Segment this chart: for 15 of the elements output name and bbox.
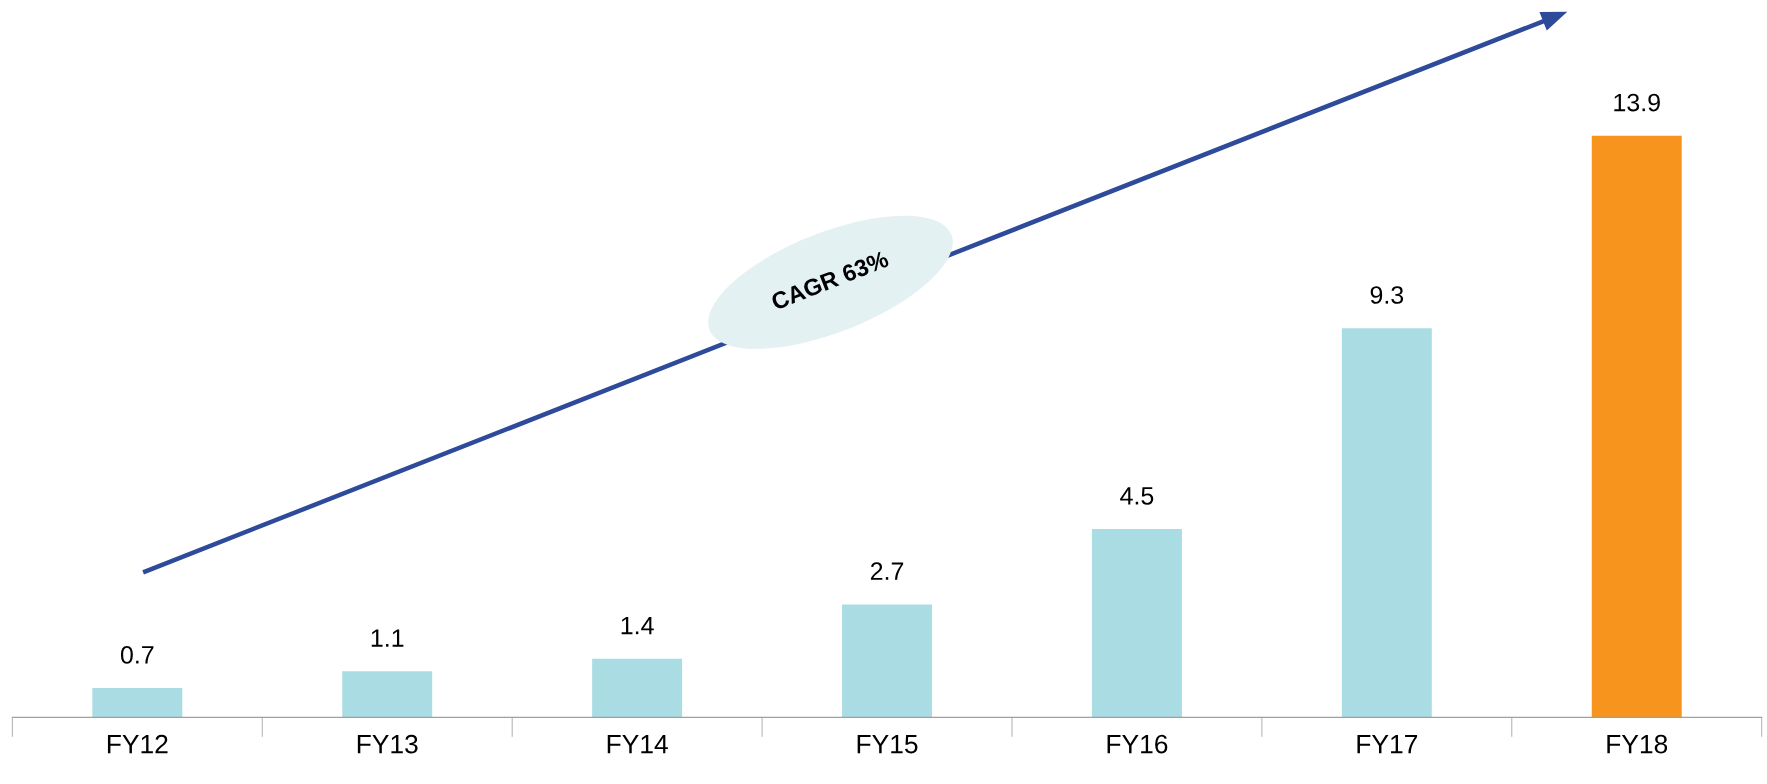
data-label: 2.7 — [870, 562, 904, 580]
data-label: 13.9 — [1614, 93, 1660, 112]
x-tick-label: FY12 — [107, 734, 168, 754]
data-label: 1.1 — [371, 629, 404, 647]
x-tick-label: FY13 — [357, 734, 418, 754]
data-label: 1.4 — [621, 616, 654, 635]
data-label: 0.7 — [120, 645, 154, 664]
data-label: 4.5 — [1120, 487, 1154, 505]
annotation: CAGR 63% — [770, 250, 890, 311]
x-tick-label: FY15 — [857, 735, 918, 754]
x-tick-label: FY14 — [607, 735, 668, 754]
data-label: 9.3 — [1370, 286, 1404, 304]
x-tick-label: FY18 — [1607, 734, 1668, 754]
x-tick-label: FY16 — [1107, 734, 1168, 754]
x-tick-label: FY17 — [1357, 735, 1418, 754]
